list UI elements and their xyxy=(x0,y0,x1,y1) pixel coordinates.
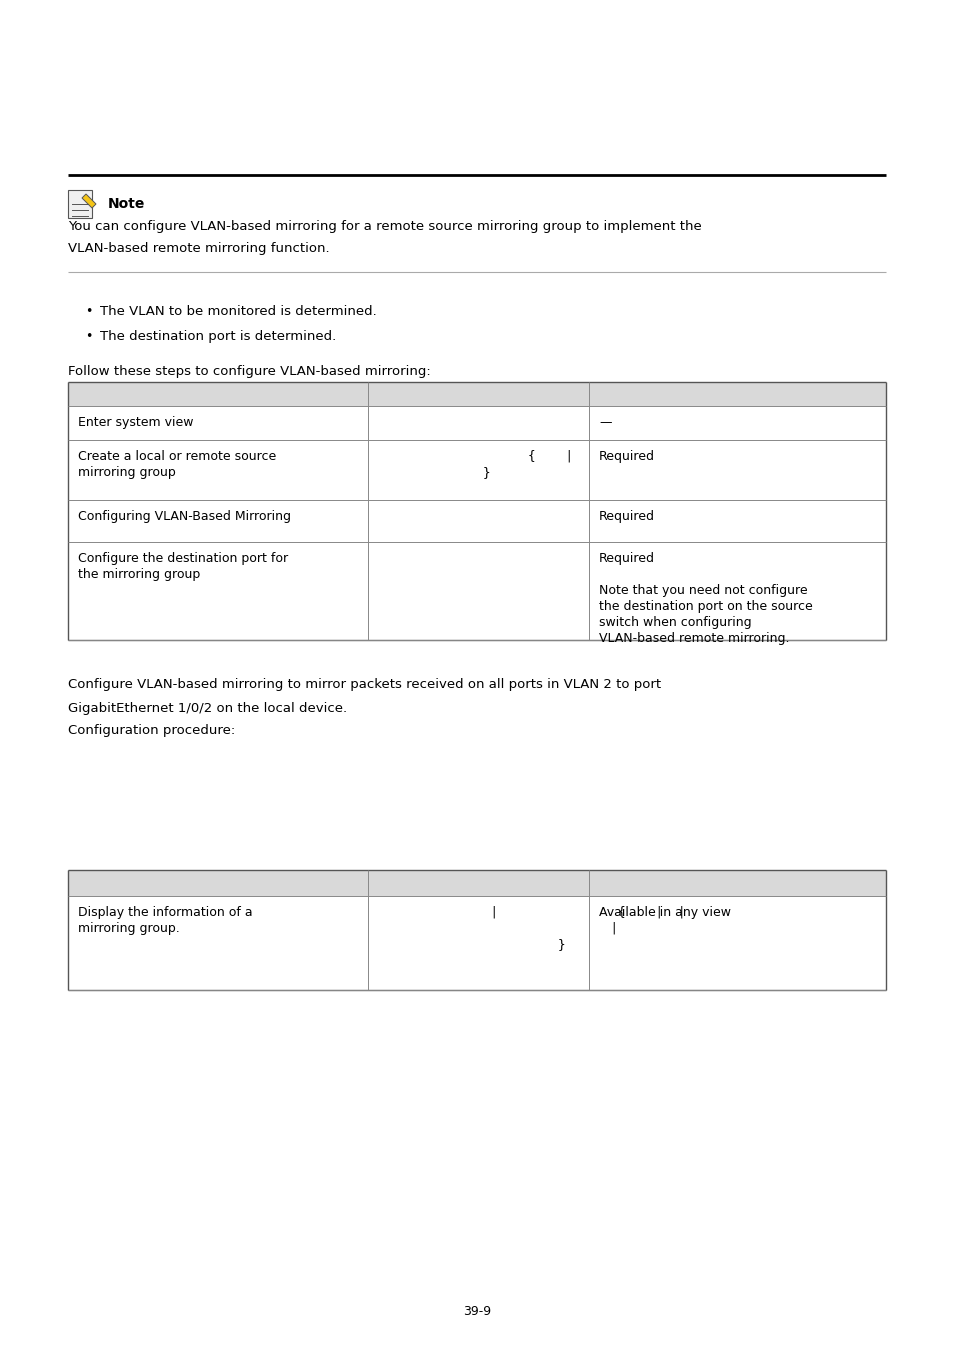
Text: {    |: { | xyxy=(377,450,573,463)
Text: Required: Required xyxy=(598,450,655,463)
Text: Available in any view: Available in any view xyxy=(598,906,730,919)
Text: Enter system view: Enter system view xyxy=(78,416,193,429)
Text: Follow these steps to configure VLAN-based mirroring:: Follow these steps to configure VLAN-bas… xyxy=(68,364,431,378)
Text: Note: Note xyxy=(108,197,145,211)
Text: }: } xyxy=(377,938,565,950)
Text: The destination port is determined.: The destination port is determined. xyxy=(100,329,335,343)
Text: |: | xyxy=(377,922,618,936)
Text: Display the information of a: Display the information of a xyxy=(78,906,253,919)
Bar xyxy=(68,382,885,406)
Text: GigabitEthernet 1/0/2 on the local device.: GigabitEthernet 1/0/2 on the local devic… xyxy=(68,702,347,716)
Bar xyxy=(68,190,91,217)
Text: VLAN-based remote mirroring.: VLAN-based remote mirroring. xyxy=(598,632,789,645)
Text: VLAN-based remote mirroring function.: VLAN-based remote mirroring function. xyxy=(68,242,330,255)
Text: |                {    |  |: | { | | xyxy=(377,906,685,919)
Text: •: • xyxy=(85,329,92,343)
Text: mirroring group.: mirroring group. xyxy=(78,922,179,936)
Text: }: } xyxy=(377,466,490,479)
Text: the destination port on the source: the destination port on the source xyxy=(598,599,812,613)
Text: Configuring VLAN-Based Mirroring: Configuring VLAN-Based Mirroring xyxy=(78,510,291,522)
Text: •: • xyxy=(85,305,92,319)
Text: the mirroring group: the mirroring group xyxy=(78,568,200,580)
Text: mirroring group: mirroring group xyxy=(78,466,175,479)
Text: Required: Required xyxy=(598,510,655,522)
Text: You can configure VLAN-based mirroring for a remote source mirroring group to im: You can configure VLAN-based mirroring f… xyxy=(68,220,701,234)
Text: Required: Required xyxy=(598,552,655,566)
Text: 39-9: 39-9 xyxy=(462,1305,491,1318)
Text: —: — xyxy=(598,416,611,429)
Text: switch when configuring: switch when configuring xyxy=(598,616,751,629)
Text: Configure the destination port for: Configure the destination port for xyxy=(78,552,288,566)
Text: The VLAN to be monitored is determined.: The VLAN to be monitored is determined. xyxy=(100,305,376,319)
Bar xyxy=(68,869,885,896)
Text: Configure VLAN-based mirroring to mirror packets received on all ports in VLAN 2: Configure VLAN-based mirroring to mirror… xyxy=(68,678,660,691)
Text: Configuration procedure:: Configuration procedure: xyxy=(68,724,235,737)
Text: Create a local or remote source: Create a local or remote source xyxy=(78,450,276,463)
Polygon shape xyxy=(82,194,96,208)
Text: Note that you need not configure: Note that you need not configure xyxy=(598,585,807,597)
